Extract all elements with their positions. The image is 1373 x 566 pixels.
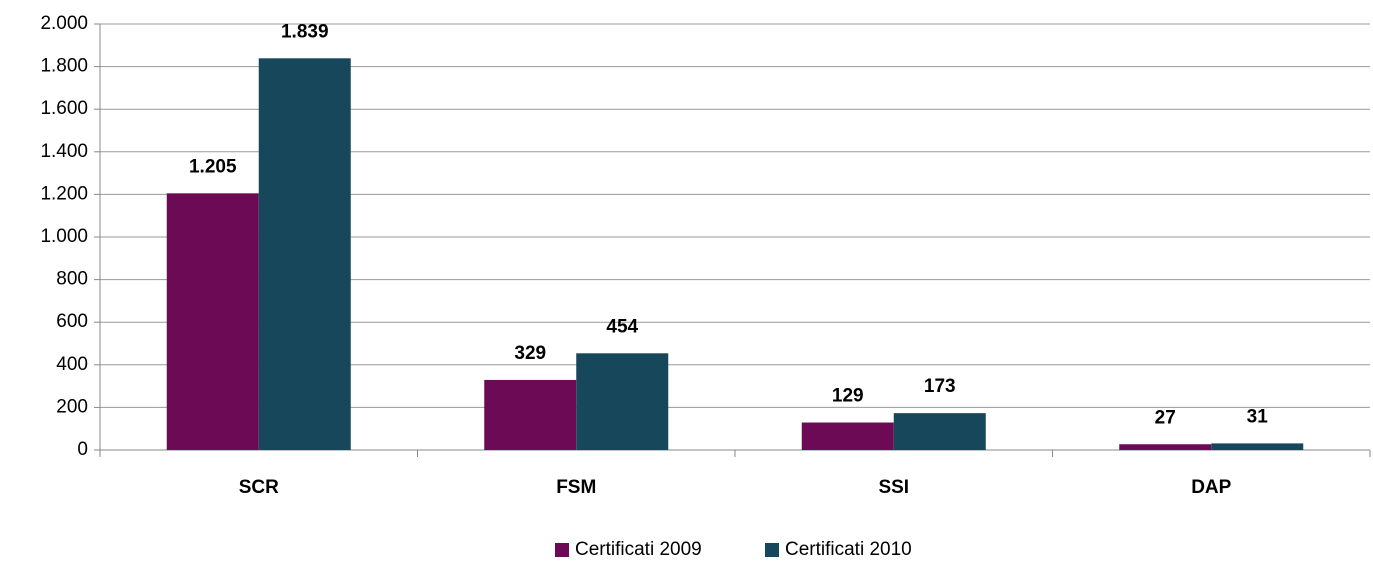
bar (576, 353, 669, 450)
data-label: 31 (1247, 406, 1269, 427)
legend-label: Certificati 2009 (575, 539, 702, 560)
bar (893, 413, 986, 450)
y-tick-label: 800 (56, 269, 88, 290)
y-tick-label: 1.200 (40, 183, 88, 204)
y-tick-label: 1.000 (40, 226, 88, 247)
y-tick-label: 1.600 (40, 98, 88, 119)
data-label: 329 (514, 343, 546, 364)
x-tick-label: FSM (556, 477, 596, 498)
y-tick-label: 2.000 (40, 13, 88, 34)
data-label: 27 (1155, 407, 1176, 428)
bar (484, 379, 577, 450)
legend-swatch (765, 543, 779, 557)
data-label: 173 (924, 376, 956, 397)
y-tick-label: 600 (56, 311, 88, 332)
bar (801, 422, 894, 450)
data-label: 454 (606, 316, 638, 337)
bar (1211, 443, 1304, 450)
y-tick-label: 1.800 (40, 56, 88, 77)
data-label: 1.205 (189, 156, 237, 177)
data-label: 129 (832, 386, 864, 407)
bar (258, 58, 351, 450)
bar (166, 193, 259, 450)
legend-label: Certificati 2010 (785, 539, 912, 560)
bar (1119, 444, 1212, 450)
x-tick-label: SCR (239, 477, 279, 498)
y-tick-label: 1.400 (40, 141, 88, 162)
y-tick-label: 0 (77, 439, 88, 460)
legend-swatch (555, 543, 569, 557)
y-tick-label: 400 (56, 354, 88, 375)
x-tick-label: DAP (1191, 477, 1231, 498)
y-tick-label: 200 (56, 396, 88, 417)
x-tick-label: SSI (878, 477, 909, 498)
data-label: 1.839 (281, 21, 329, 42)
